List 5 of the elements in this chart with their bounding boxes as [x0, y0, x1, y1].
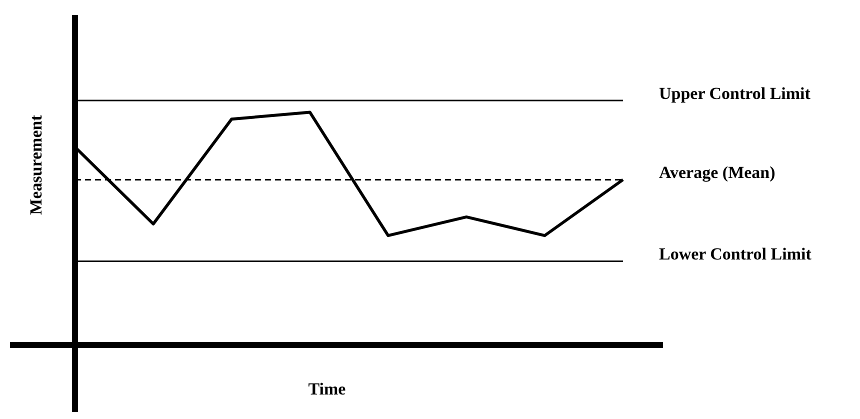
ref-line-label: Lower Control Limit — [659, 244, 812, 264]
ref-line-label: Average (Mean) — [659, 163, 776, 182]
ref-line-label: Upper Control Limit — [659, 84, 811, 103]
x-axis-title: Time — [308, 379, 346, 398]
y-axis-title: Measurement — [26, 114, 46, 215]
